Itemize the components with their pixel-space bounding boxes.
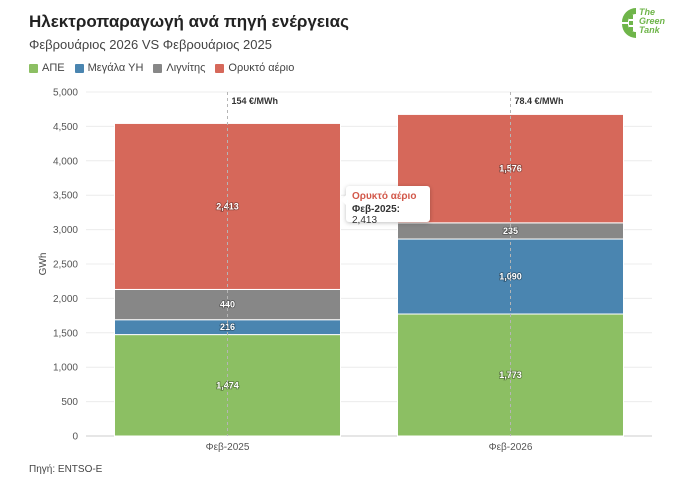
legend-label-lignite: Λιγνίτης xyxy=(166,62,206,74)
legend-swatch-gas xyxy=(215,63,225,73)
tooltip-arrow xyxy=(341,195,346,205)
data-label-gas: 1,576 xyxy=(499,164,522,174)
y-tick-label: 5,000 xyxy=(53,88,78,99)
y-axis-label: GWh xyxy=(38,253,49,276)
chart-tooltip: Ορυκτό αέριο Φεβ-2025: 2,413 xyxy=(341,186,430,226)
y-tick-label: 2,500 xyxy=(53,260,78,271)
x-tick-label: Φεβ-2025 xyxy=(206,442,250,453)
bar-hydro xyxy=(397,238,624,315)
legend-label-hydro: Μεγάλα ΥΗ xyxy=(87,62,144,74)
y-tick-label: 1,000 xyxy=(53,363,78,374)
tooltip-label: Φεβ-2025: xyxy=(352,204,400,215)
legend-swatch-lignite xyxy=(153,63,163,73)
legend-label-gas: Ορυκτό αέριο xyxy=(228,62,295,74)
legend-swatch-hydro xyxy=(74,63,84,73)
y-tick-label: 3,500 xyxy=(53,191,78,202)
logo-text-line1: The xyxy=(639,7,656,17)
chart-title: Ηλεκτροπαραγωγή ανά πηγή ενέργειας xyxy=(29,12,349,31)
tooltip-title: Ορυκτό αέριο xyxy=(352,191,417,202)
legend: ΑΠΕ Μεγάλα ΥΗ Λιγνίτης Ορυκτό αέριο xyxy=(29,62,294,74)
x-tick-label: Φεβ-2026 xyxy=(489,442,533,453)
legend-item-ape[interactable]: ΑΠΕ xyxy=(29,62,65,74)
legend-item-lignite[interactable]: Λιγνίτης xyxy=(153,62,205,74)
y-tick-label: 0 xyxy=(72,432,78,443)
data-label-ape: 1,474 xyxy=(216,380,239,390)
y-tick-label: 4,500 xyxy=(53,122,78,133)
legend-item-hydro[interactable]: Μεγάλα ΥΗ xyxy=(74,62,144,74)
legend-item-gas[interactable]: Ορυκτό αέριο xyxy=(215,62,294,74)
legend-swatch-ape xyxy=(29,63,38,73)
bar-gas xyxy=(397,113,624,224)
green-tank-logo-icon xyxy=(622,8,636,38)
price-annotation: 78.4 €/MWh xyxy=(515,96,564,106)
logo-text-line3: Tank xyxy=(639,25,660,35)
legend-label-ape: ΑΠΕ xyxy=(42,62,65,74)
y-tick-label: 4,000 xyxy=(53,156,78,167)
price-annotation: 154 €/MWh xyxy=(232,96,279,106)
y-tick-label: 500 xyxy=(61,397,78,408)
logo-text-line2: Green xyxy=(639,16,666,26)
y-tick-label: 1,500 xyxy=(53,328,78,339)
tooltip-value: 2,413 xyxy=(352,215,378,226)
tooltip-row: Φεβ-2025: 2,413 xyxy=(352,204,424,226)
data-label-hydro: 1,090 xyxy=(499,272,522,282)
y-tick-label: 2,000 xyxy=(53,294,78,305)
chart-subtitle: Φεβρουάριος 2026 VS Φεβρουάριος 2025 xyxy=(29,37,272,52)
source-note: Πηγή: ENTSO-E xyxy=(29,464,103,475)
logo-text: The Green Tank xyxy=(639,8,665,35)
y-tick-label: 3,000 xyxy=(53,225,78,236)
